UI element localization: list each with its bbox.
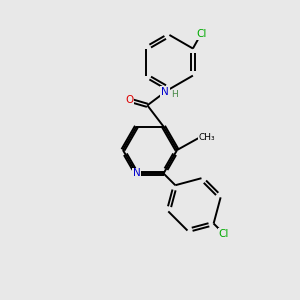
- Text: Cl: Cl: [196, 29, 206, 39]
- Text: Cl: Cl: [219, 229, 229, 239]
- Text: H: H: [171, 90, 178, 99]
- Text: O: O: [125, 95, 133, 105]
- Text: N: N: [161, 87, 169, 97]
- Text: CH₃: CH₃: [199, 133, 215, 142]
- Text: N: N: [133, 169, 140, 178]
